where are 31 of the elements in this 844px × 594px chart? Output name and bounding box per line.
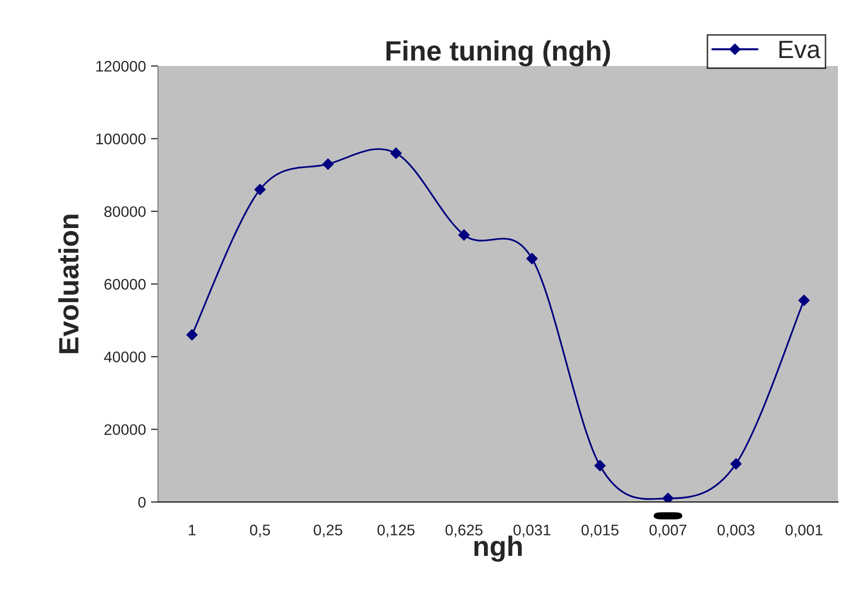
x-tick-label: 0,125 bbox=[377, 524, 414, 538]
x-tick-label: 0,5 bbox=[250, 524, 270, 538]
x-tick-label: 0,015 bbox=[581, 524, 618, 538]
chart-title: Fine tuning (ngh) bbox=[386, 40, 610, 66]
x-tick-label: 0,031 bbox=[513, 524, 550, 538]
x-tick-label: 0,001 bbox=[785, 524, 822, 538]
point bbox=[254, 184, 266, 196]
x-axis-title: ngh bbox=[474, 536, 522, 562]
y-tick-label: 80000 bbox=[104, 206, 146, 218]
point bbox=[798, 294, 810, 306]
y-tick-label: 60000 bbox=[104, 278, 146, 290]
x-tick-label: 1 bbox=[188, 524, 196, 536]
point bbox=[526, 252, 538, 264]
point bbox=[662, 492, 674, 502]
x-tick-label: 0,007 bbox=[649, 524, 686, 538]
point bbox=[390, 148, 402, 159]
point bbox=[730, 458, 742, 470]
y-tick-label: 40000 bbox=[104, 352, 146, 362]
legend-label: Eva bbox=[779, 40, 820, 58]
y-tick-label: 0 bbox=[138, 496, 146, 508]
point bbox=[322, 158, 334, 170]
y-tick-label: 120000 bbox=[96, 60, 146, 72]
y-axis-title: Evoluation bbox=[58, 214, 79, 354]
x-tick-label: 0,25 bbox=[314, 524, 342, 538]
x-tick-label: 0,625 bbox=[445, 524, 482, 538]
point bbox=[594, 460, 606, 472]
x-tick-label: 0,003 bbox=[717, 524, 754, 538]
point bbox=[458, 229, 470, 241]
y-tick-label: 100000 bbox=[96, 134, 146, 144]
y-tick-label: 20000 bbox=[104, 424, 146, 436]
point bbox=[186, 329, 198, 340]
